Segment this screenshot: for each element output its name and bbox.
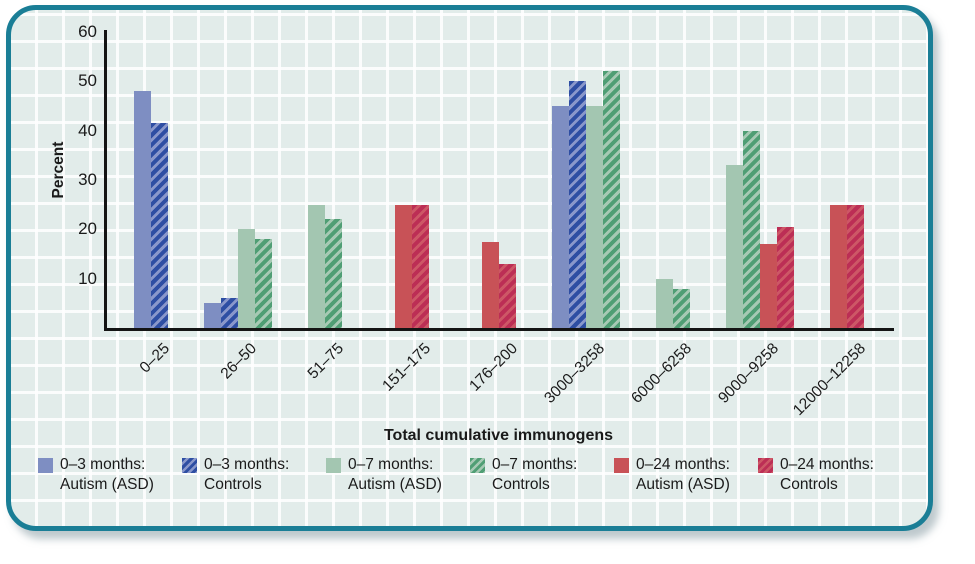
bar: [568, 81, 586, 328]
bar: [725, 165, 743, 328]
x-tick-label: 12000–12258: [789, 340, 869, 420]
bar: [237, 229, 255, 328]
legend-label: 0–3 months: Autism (ASD): [60, 456, 154, 493]
bar-group: [655, 278, 690, 328]
bar-group: [307, 204, 342, 328]
bar: [411, 204, 429, 328]
legend-label: 0–24 months: Autism (ASD): [636, 456, 730, 493]
bar: [655, 278, 673, 328]
bar: [776, 226, 794, 328]
bar: [829, 204, 847, 328]
legend-label: 0–7 months: Controls: [492, 456, 578, 493]
legend-label: 0–7 months: Autism (ASD): [348, 456, 442, 493]
bar: [254, 239, 272, 328]
x-tick-label: 51–75: [304, 340, 347, 383]
y-tick-label: 40: [78, 120, 97, 140]
bar: [602, 71, 620, 328]
legend-swatch: [38, 458, 53, 473]
legend-item: 0–7 months: Autism (ASD): [326, 455, 470, 495]
bar: [220, 298, 238, 328]
legend-label: 0–3 months: Controls: [204, 456, 290, 493]
x-tick-label: 9000–9258: [714, 340, 782, 407]
x-axis-title: Total cumulative immunogens: [383, 427, 614, 444]
bar-group: [133, 91, 168, 328]
bar: [394, 204, 412, 328]
bar-group: [551, 71, 620, 328]
legend-item: 0–24 months: Autism (ASD): [614, 455, 758, 495]
legend-item: 0–3 months: Controls: [182, 455, 326, 495]
bar: [551, 106, 569, 328]
legend-swatch: [758, 458, 773, 473]
bar: [672, 288, 690, 328]
legend: 0–3 months: Autism (ASD) 0–3 months: Contro…: [38, 455, 902, 495]
legend-label: 0–24 months: Controls: [780, 456, 874, 493]
bar: [742, 130, 760, 328]
bar: [307, 204, 325, 328]
bar: [481, 241, 499, 328]
bar: [150, 123, 168, 328]
y-tick-label: 60: [78, 22, 97, 41]
legend-swatch: [182, 458, 197, 473]
legend-swatch: [326, 458, 341, 473]
bar-group: [725, 130, 794, 328]
bar: [846, 204, 864, 328]
legend-swatch: [470, 458, 485, 473]
legend-item: 0–24 months: Controls: [758, 455, 902, 495]
bar-group: [203, 229, 272, 328]
bars-layer: [107, 32, 890, 328]
x-tick-label: 176–200: [465, 340, 521, 395]
legend-item: 0–3 months: Autism (ASD): [38, 455, 182, 495]
x-tick-label: 26–50: [217, 340, 260, 383]
x-tick-label: 151–175: [378, 340, 434, 395]
legend-item: 0–7 months: Controls: [470, 455, 614, 495]
x-tick-label: 3000–3258: [540, 340, 608, 407]
bar: [759, 244, 777, 328]
bar: [324, 219, 342, 328]
bar: [585, 106, 603, 328]
y-tick-label: 50: [78, 71, 97, 91]
y-tick-label: 30: [78, 170, 97, 189]
bar-group: [829, 204, 864, 328]
y-axis-line: [104, 30, 107, 331]
y-tick-label: 10: [78, 268, 97, 288]
bar: [498, 263, 516, 328]
x-tick-label: 6000–6258: [627, 340, 695, 407]
legend-swatch: [614, 458, 629, 473]
y-tick-label: 20: [78, 219, 97, 239]
bar-group: [481, 241, 516, 328]
bar: [133, 91, 151, 328]
bar-group: [394, 204, 429, 328]
chart-card: Percent 10 20 30 40 50 60 0–25 26–50 51–75 151–1…: [6, 5, 933, 531]
x-tick-label: 0–25: [136, 340, 173, 377]
bar: [203, 303, 221, 328]
x-axis-line: [104, 328, 894, 331]
